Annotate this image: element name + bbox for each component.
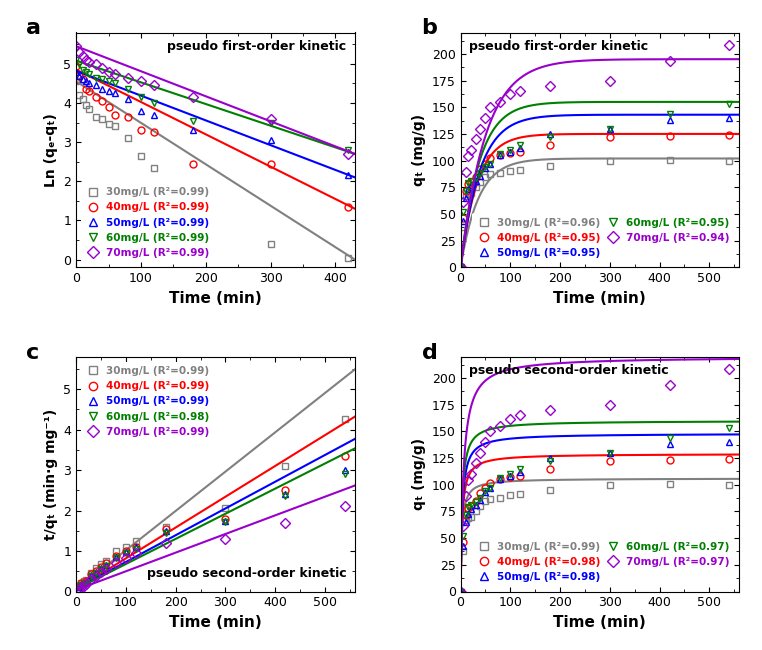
X-axis label: Time (min): Time (min)	[553, 291, 646, 306]
Y-axis label: qₜ (mg/g): qₜ (mg/g)	[412, 114, 426, 186]
Text: pseudo second-order kinetic: pseudo second-order kinetic	[469, 363, 668, 376]
Text: b: b	[421, 18, 437, 38]
X-axis label: Time (min): Time (min)	[169, 291, 262, 306]
Text: d: d	[421, 343, 437, 363]
Text: pseudo first-order kinetic: pseudo first-order kinetic	[168, 40, 347, 53]
Legend: 30mg/L (R²=0.99), 40mg/L (R²=0.98), 50mg/L (R²=0.98), 60mg/L (R²=0.97), 70mg/L (: 30mg/L (R²=0.99), 40mg/L (R²=0.98), 50mg…	[472, 538, 734, 586]
X-axis label: Time (min): Time (min)	[169, 615, 262, 630]
Legend: 30mg/L (R²=0.99), 40mg/L (R²=0.99), 50mg/L (R²=0.99), 60mg/L (R²=0.99), 70mg/L (: 30mg/L (R²=0.99), 40mg/L (R²=0.99), 50mg…	[82, 183, 214, 262]
Legend: 30mg/L (R²=0.99), 40mg/L (R²=0.99), 50mg/L (R²=0.99), 60mg/L (R²=0.98), 70mg/L (: 30mg/L (R²=0.99), 40mg/L (R²=0.99), 50mg…	[82, 362, 214, 441]
Text: c: c	[26, 343, 40, 363]
Legend: 30mg/L (R²=0.96), 40mg/L (R²=0.95), 50mg/L (R²=0.95), 60mg/L (R²=0.95), 70mg/L (: 30mg/L (R²=0.96), 40mg/L (R²=0.95), 50mg…	[472, 213, 734, 262]
Text: pseudo first-order kinetic: pseudo first-order kinetic	[469, 40, 648, 53]
Y-axis label: qₜ (mg/g): qₜ (mg/g)	[412, 438, 426, 510]
Text: a: a	[26, 18, 41, 38]
Y-axis label: t/qₜ (min·g mg⁻¹): t/qₜ (min·g mg⁻¹)	[43, 408, 58, 540]
Text: pseudo second-order kinetic: pseudo second-order kinetic	[147, 567, 347, 580]
Y-axis label: Ln (qₑ-qₜ): Ln (qₑ-qₜ)	[43, 113, 58, 187]
X-axis label: Time (min): Time (min)	[553, 615, 646, 630]
